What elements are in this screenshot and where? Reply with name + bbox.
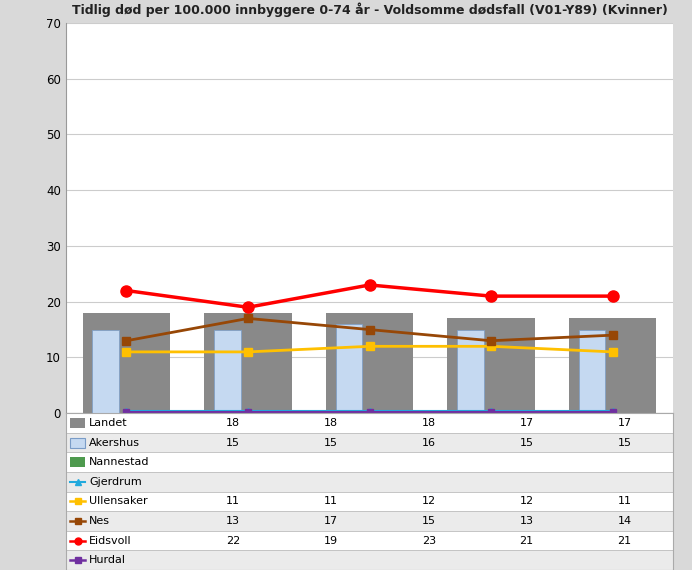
- Bar: [66, 511, 673, 531]
- Text: 13: 13: [520, 516, 534, 526]
- Text: 19: 19: [324, 536, 338, 545]
- Bar: [66, 433, 673, 453]
- Text: 17: 17: [520, 418, 534, 428]
- Text: 15: 15: [226, 438, 240, 447]
- Text: Hurdal: Hurdal: [89, 555, 126, 565]
- Text: 11: 11: [226, 496, 240, 506]
- Bar: [66, 413, 673, 570]
- Bar: [66, 531, 673, 551]
- Text: 21: 21: [520, 536, 534, 545]
- Bar: [66, 453, 673, 472]
- Bar: [214, 329, 241, 413]
- Text: 15: 15: [324, 438, 338, 447]
- Bar: [70, 457, 85, 467]
- Bar: [447, 319, 535, 413]
- Bar: [83, 313, 170, 413]
- Bar: [204, 313, 292, 413]
- Text: Nes: Nes: [89, 516, 110, 526]
- Text: Akershus: Akershus: [89, 438, 140, 447]
- Bar: [569, 319, 656, 413]
- Text: Eidsvoll: Eidsvoll: [89, 536, 132, 545]
- Bar: [66, 413, 673, 433]
- Text: 15: 15: [520, 438, 534, 447]
- Bar: [66, 491, 673, 511]
- Text: Ullensaker: Ullensaker: [89, 496, 148, 506]
- Text: 22: 22: [226, 536, 240, 545]
- Text: 23: 23: [421, 536, 436, 545]
- Bar: [326, 313, 413, 413]
- Bar: [70, 418, 85, 428]
- Bar: [579, 329, 606, 413]
- Text: 18: 18: [226, 418, 240, 428]
- Bar: [70, 438, 85, 448]
- Text: 16: 16: [421, 438, 436, 447]
- Text: 17: 17: [617, 418, 632, 428]
- Text: 15: 15: [617, 438, 631, 447]
- Text: 14: 14: [617, 516, 632, 526]
- Text: 18: 18: [324, 418, 338, 428]
- Text: 15: 15: [421, 516, 436, 526]
- Bar: [93, 329, 119, 413]
- Bar: [66, 472, 673, 491]
- Bar: [457, 329, 484, 413]
- Text: 13: 13: [226, 516, 240, 526]
- Bar: [66, 551, 673, 570]
- Text: 12: 12: [520, 496, 534, 506]
- Text: 11: 11: [324, 496, 338, 506]
- Text: Nannestad: Nannestad: [89, 457, 149, 467]
- Title: Tidlig død per 100.000 innbyggere 0-74 år - Voldsomme dødsfall (V01-Y89) (Kvinne: Tidlig død per 100.000 innbyggere 0-74 å…: [71, 3, 668, 18]
- Text: Gjerdrum: Gjerdrum: [89, 477, 142, 487]
- Text: 12: 12: [421, 496, 436, 506]
- Text: 17: 17: [324, 516, 338, 526]
- Bar: [336, 324, 362, 413]
- Text: 18: 18: [421, 418, 436, 428]
- Text: 11: 11: [617, 496, 631, 506]
- Text: Landet: Landet: [89, 418, 128, 428]
- Text: 21: 21: [617, 536, 632, 545]
